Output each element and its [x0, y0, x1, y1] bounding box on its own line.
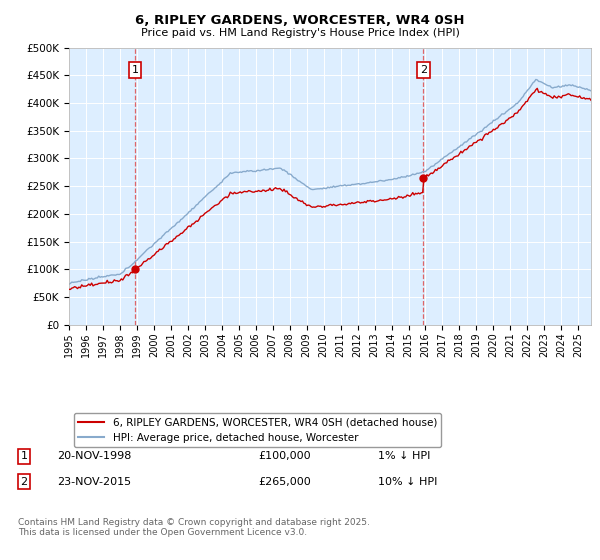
Text: Contains HM Land Registry data © Crown copyright and database right 2025.
This d: Contains HM Land Registry data © Crown c…	[18, 518, 370, 538]
Text: 10% ↓ HPI: 10% ↓ HPI	[378, 477, 437, 487]
Text: 6, RIPLEY GARDENS, WORCESTER, WR4 0SH: 6, RIPLEY GARDENS, WORCESTER, WR4 0SH	[135, 14, 465, 27]
Text: 1: 1	[20, 451, 28, 461]
Text: Price paid vs. HM Land Registry's House Price Index (HPI): Price paid vs. HM Land Registry's House …	[140, 28, 460, 38]
Text: £265,000: £265,000	[258, 477, 311, 487]
Text: 20-NOV-1998: 20-NOV-1998	[57, 451, 131, 461]
Text: 2: 2	[420, 65, 427, 75]
Text: 2: 2	[20, 477, 28, 487]
Text: 1% ↓ HPI: 1% ↓ HPI	[378, 451, 430, 461]
Text: £100,000: £100,000	[258, 451, 311, 461]
Text: 23-NOV-2015: 23-NOV-2015	[57, 477, 131, 487]
Text: 1: 1	[131, 65, 139, 75]
Legend: 6, RIPLEY GARDENS, WORCESTER, WR4 0SH (detached house), HPI: Average price, deta: 6, RIPLEY GARDENS, WORCESTER, WR4 0SH (d…	[74, 413, 441, 447]
